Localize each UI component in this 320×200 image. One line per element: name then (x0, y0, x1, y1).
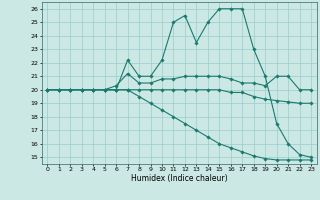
X-axis label: Humidex (Indice chaleur): Humidex (Indice chaleur) (131, 174, 228, 183)
